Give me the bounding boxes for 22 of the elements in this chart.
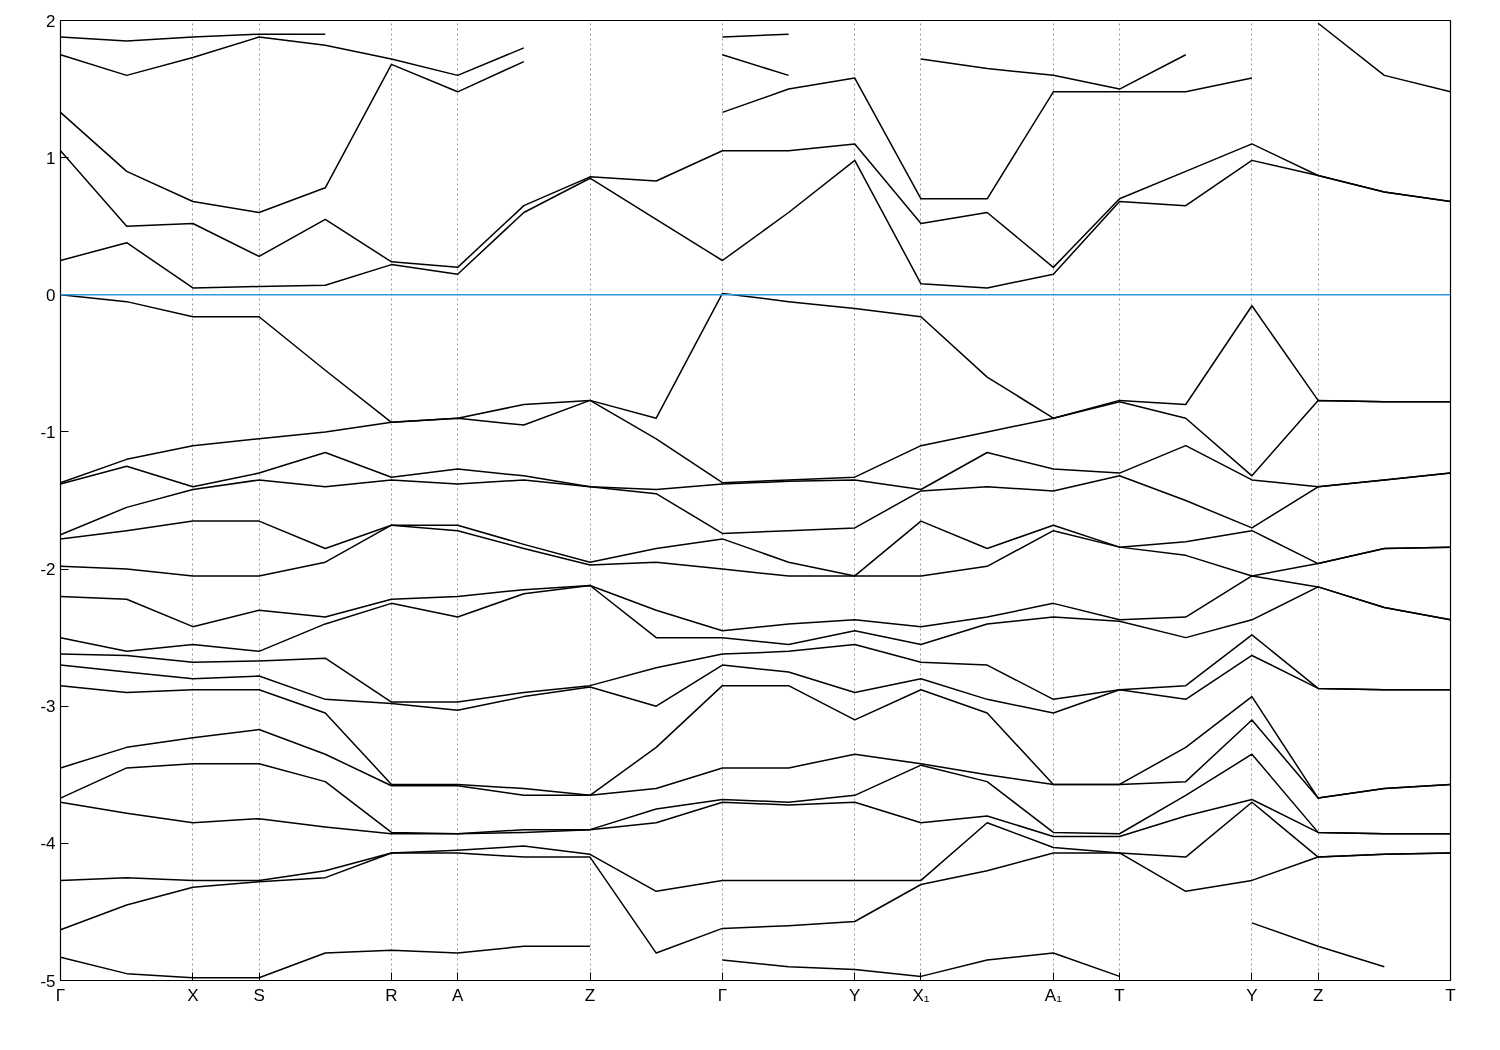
x-tick-label: S [253, 985, 265, 1005]
x-tick-label: T [1445, 985, 1456, 1005]
x-tick-label: X₁ [912, 985, 930, 1005]
y-tick-label: -4 [40, 834, 56, 854]
y-tick-label: -5 [40, 971, 56, 991]
y-tick-label: 2 [46, 11, 56, 31]
x-tick-label: Γ [717, 985, 728, 1005]
y-tick-label: -3 [40, 697, 56, 717]
x-tick-label: X [187, 985, 199, 1005]
x-tick-label: A [451, 985, 464, 1005]
x-tick-label: R [385, 985, 398, 1005]
x-tick-label: Z [584, 985, 596, 1005]
x-tick-label: Y [1246, 985, 1258, 1005]
x-tick-label: A₁ [1044, 985, 1063, 1005]
y-tick-label: -1 [40, 422, 56, 442]
x-tick-label: Z [1312, 985, 1324, 1005]
x-tick-label: T [1114, 985, 1125, 1005]
x-tick-label: Y [849, 985, 861, 1005]
y-tick-label: 1 [46, 148, 56, 168]
y-tick-label: 0 [46, 285, 56, 305]
y-tick-label: -2 [40, 560, 56, 580]
x-tick-label: Γ [55, 985, 66, 1005]
